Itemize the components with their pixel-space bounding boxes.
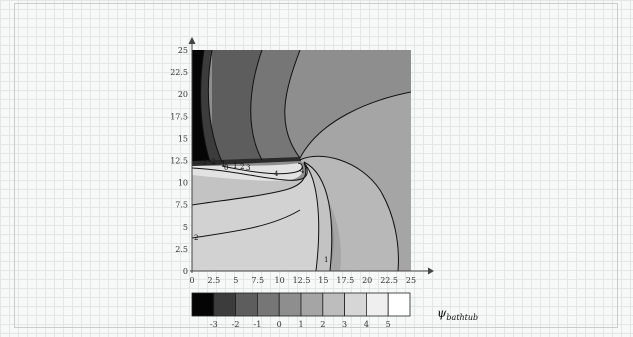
y-tick-label: 22.5: [170, 68, 188, 77]
colorbar-tick-label: -3: [210, 320, 218, 329]
contour-line-label: 2: [194, 234, 198, 242]
colorbar-tick-label: 4: [364, 320, 369, 329]
contour-line-label: 0: [224, 164, 228, 172]
contour-line: [221, 162, 303, 175]
contour-line: [200, 50, 211, 163]
colorbar-swatch: [213, 292, 237, 317]
contour-line: [192, 162, 307, 206]
contour-line: [284, 50, 301, 159]
y-tick-label: 2.5: [175, 245, 188, 254]
contour-line: [192, 209, 301, 239]
y-tick-label: 17.5: [170, 112, 188, 121]
y-tick-label: 15: [178, 134, 188, 143]
colorbar-tick-label: 3: [342, 320, 347, 329]
contour-line: [192, 161, 308, 181]
x-tick-label: 0: [189, 276, 194, 285]
y-tick-label: 20: [178, 90, 188, 99]
x-tick-label: 25: [406, 276, 416, 285]
x-tick-label: 5: [233, 276, 238, 285]
contour-band-level-minus-1: [212, 50, 262, 162]
contour-band-level-minus-3: [192, 50, 210, 163]
x-tick-label: 17.5: [336, 276, 354, 285]
colorbar-tick-labels: -3 -2 -1 0 1 2 3 4 5: [210, 320, 391, 329]
contour-band-level-5: [192, 163, 303, 181]
colorbar-tick-label: 0: [277, 320, 282, 329]
contour-line-label: 4: [300, 167, 305, 175]
colorbar-swatch: [365, 292, 389, 317]
contour-band-level-4: [192, 163, 319, 271]
contour-line-label: 4: [274, 170, 279, 178]
x-tick-labels: 0 2.5 5 7.5 10 12.5 15 17.5 20 22.5 25: [189, 276, 416, 285]
x-tick-label: 22.5: [380, 276, 398, 285]
colorbar-swatch: [300, 292, 324, 317]
contour-line: [250, 50, 263, 161]
contour-line: [303, 161, 333, 271]
colorbar-variable-symbol: ψ: [437, 306, 447, 320]
x-tick-label: 7.5: [251, 276, 264, 285]
y-tick-label: 5: [183, 223, 188, 232]
y-tick-labels: 0 2.5 5 7.5 10 12.5 15 17.5 20 22.5 25: [170, 46, 188, 276]
x-tick-label: 15: [318, 276, 328, 285]
colorbar-swatch: [191, 292, 215, 317]
x-tick-label: 20: [362, 276, 372, 285]
y-tick-label: 10: [178, 179, 188, 188]
colorbar-swatch: [387, 292, 411, 317]
contour-line-label: 1: [324, 256, 328, 264]
y-tick-label: 25: [178, 46, 188, 55]
contour-line-label: 3: [246, 164, 250, 172]
contour-band-level-3: [300, 156, 399, 271]
colorbar-tick-label: -2: [232, 320, 240, 329]
x-tick-label: 2.5: [208, 276, 221, 285]
colorbar-tick-label: 1: [298, 320, 303, 329]
colorbar-swatch: [256, 292, 280, 317]
contour-lines: [192, 50, 411, 271]
worksheet-frame: [14, 3, 618, 328]
contour-line-label: -1: [219, 160, 226, 168]
colorbar: [191, 292, 411, 317]
contour-line-label: 2: [240, 163, 244, 171]
contour-line-label: -3: [200, 158, 207, 166]
y-tick-label: 0: [183, 267, 188, 276]
colorbar-tick-label: -1: [254, 320, 262, 329]
y-tick-label: 7.5: [175, 201, 188, 210]
x-tick-label: 12.5: [293, 276, 311, 285]
colorbar-swatch: [322, 292, 345, 317]
contour-plot-area: [192, 50, 411, 271]
colorbar-tick-label: 5: [386, 320, 391, 329]
contour-line: [303, 162, 320, 271]
x-tick-label: 10: [275, 276, 285, 285]
colorbar-variable-label: ψbathtub: [437, 306, 478, 322]
contour-line: [299, 91, 411, 159]
contour-line-label: -2: [209, 158, 216, 166]
contour-line: [207, 50, 223, 163]
colorbar-variable-subscript: bathtub: [446, 313, 478, 322]
contour-line-labels: -3 -2 -1 0 1 2 3 4 4 2 1: [194, 158, 328, 264]
colorbar-swatch: [344, 292, 367, 317]
axes: [188, 36, 434, 275]
y-tick-label: 12.5: [170, 157, 188, 166]
colorbar-swatch: [278, 292, 302, 317]
contour-line: [299, 155, 399, 271]
colorbar-swatch: [235, 292, 258, 317]
colorbar-tick-label: 2: [320, 320, 325, 329]
x-axis-arrow: [427, 267, 434, 275]
wall-slit: [192, 157, 301, 166]
y-axis-arrow: [188, 36, 196, 45]
contour-line-label: 1: [233, 162, 237, 170]
